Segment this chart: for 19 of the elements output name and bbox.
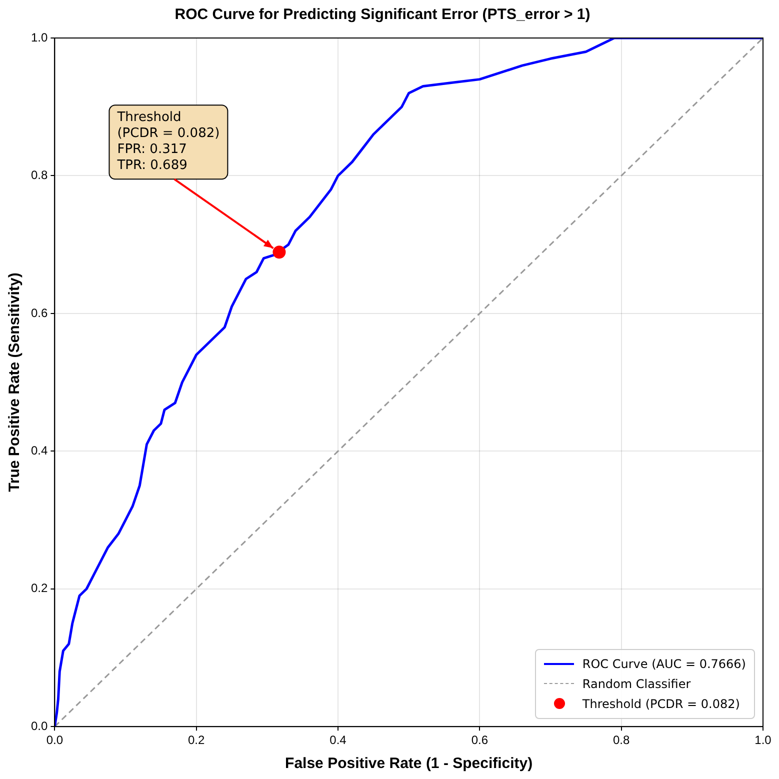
- annotation: Threshold (PCDR = 0.082) FPR: 0.317 TPR: 0.689: [116, 110, 220, 174]
- legend-label: Threshold (PCDR = 0.082): [582, 696, 740, 711]
- y-tick-label: 0.6: [30, 306, 48, 320]
- x-tick-label: 0.0: [46, 733, 64, 748]
- y-axis-title: True Positive Rate (Sensitivity): [6, 272, 24, 492]
- x-tick-label: 0.4: [330, 733, 347, 748]
- legend-label: ROC Curve (AUC = 0.7666): [582, 656, 746, 671]
- x-tick-label: 1.0: [754, 733, 772, 748]
- y-tick-label: 0.8: [30, 168, 48, 182]
- x-tick-label: 0.8: [612, 733, 630, 748]
- x-tick-label: 0.2: [188, 733, 206, 748]
- y-tick-label: 0.4: [30, 443, 48, 458]
- y-tick-label: 0.0: [30, 718, 48, 733]
- y-tick-label: 0.2: [30, 581, 48, 596]
- x-axis-title: False Positive Rate (1 - Specificity): [285, 755, 533, 772]
- y-tick-label: 1.0: [30, 30, 48, 44]
- legend-label: Random Classifier: [582, 676, 691, 691]
- chart-title: ROC Curve for Predicting Significant Error (PTS_error > 1): [174, 6, 590, 24]
- x-tick-label: 0.6: [471, 733, 488, 748]
